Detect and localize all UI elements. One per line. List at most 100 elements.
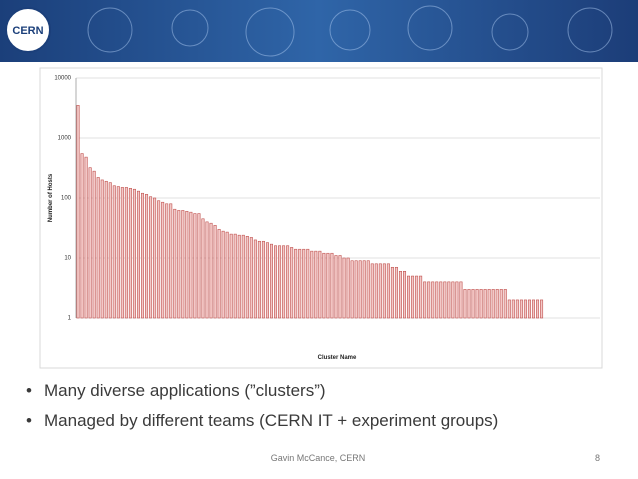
bar [435, 281, 439, 319]
bar [302, 248, 306, 319]
bar [314, 250, 318, 319]
bar [322, 252, 326, 319]
bar [124, 187, 128, 319]
bar [540, 299, 544, 319]
bar [112, 185, 116, 319]
bar [358, 260, 362, 319]
chart-frame [39, 67, 603, 369]
bar [407, 275, 411, 319]
bar [181, 210, 185, 319]
bar [503, 289, 507, 319]
bar [374, 263, 378, 319]
bar [519, 299, 523, 319]
bar [161, 201, 165, 319]
bar [527, 299, 531, 319]
bar [229, 233, 233, 319]
x-axis-label: Cluster Name [318, 355, 357, 361]
bar [253, 239, 257, 319]
bar [487, 289, 491, 319]
bar [213, 225, 217, 319]
bar [483, 289, 487, 319]
bar [265, 242, 269, 319]
bar [261, 240, 265, 319]
bar [366, 260, 370, 319]
bar [153, 197, 157, 319]
bar [471, 289, 475, 319]
bar [116, 186, 120, 319]
bar [318, 250, 322, 319]
bar [193, 213, 197, 319]
bar [390, 266, 394, 319]
bar [463, 289, 467, 319]
bar [157, 200, 161, 319]
bar [346, 257, 350, 319]
bar [411, 275, 415, 319]
bar [499, 289, 503, 319]
page-number: 8 [595, 453, 600, 463]
bar [443, 281, 447, 319]
banner-decor [87, 5, 613, 57]
bar [189, 211, 193, 319]
y-tick-label: 10000 [54, 76, 71, 82]
bar [306, 248, 310, 319]
plot: 1 10 100 1000 10000 [54, 76, 600, 322]
bar [128, 188, 132, 319]
bar [402, 271, 407, 319]
bar [96, 177, 100, 319]
bar [140, 192, 145, 319]
bar [338, 255, 342, 319]
bar [427, 281, 431, 319]
bar [459, 281, 463, 319]
banner [0, 0, 638, 62]
bar [451, 281, 455, 319]
bar [185, 211, 189, 319]
bar [165, 203, 169, 319]
bar [515, 299, 519, 319]
bar [536, 299, 540, 319]
bar [531, 299, 536, 319]
bar [479, 289, 483, 319]
bar [173, 208, 177, 319]
bar [330, 252, 334, 319]
bar [326, 252, 330, 319]
bar [491, 289, 495, 319]
bullet-dot: • [26, 381, 32, 400]
bar [511, 299, 515, 319]
y-tick-label: 10 [64, 256, 71, 262]
bar [104, 180, 108, 319]
bar [298, 248, 302, 319]
bar [225, 231, 229, 319]
bar [257, 240, 261, 319]
bar [475, 289, 479, 319]
bar [76, 105, 80, 319]
bar [455, 281, 459, 319]
bar [394, 266, 398, 319]
logo-text: CERN [12, 25, 43, 37]
bar [100, 179, 104, 319]
bar [197, 213, 201, 319]
bar [523, 299, 527, 319]
bar [221, 230, 225, 319]
y-tick-label: 100 [61, 196, 72, 202]
y-tick-label: 1000 [58, 136, 72, 142]
bar [278, 245, 282, 319]
logo [5, 7, 51, 53]
bar [378, 263, 382, 319]
bar [245, 235, 249, 319]
bar [177, 210, 181, 319]
footer: Gavin McCance, CERN [271, 453, 366, 463]
bar [92, 170, 96, 319]
bar [145, 194, 149, 319]
bar [439, 281, 443, 319]
bar [84, 156, 88, 319]
bar [120, 187, 124, 319]
y-axis-label: Number of Hosts [48, 173, 54, 222]
bar [286, 245, 290, 319]
bar [241, 234, 245, 319]
bullet: Managed by different teams (CERN IT + ex… [44, 411, 498, 430]
bar [274, 245, 278, 319]
bar [132, 188, 136, 319]
bar [237, 234, 241, 319]
bar [386, 263, 390, 319]
bar [350, 260, 354, 319]
